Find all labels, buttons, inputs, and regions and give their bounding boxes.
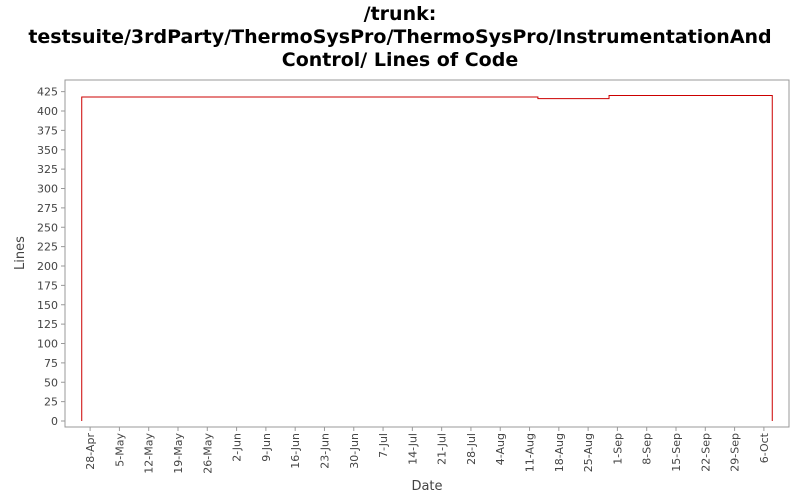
y-axis-title: Lines	[13, 236, 28, 270]
y-tick-label: 25	[44, 396, 58, 409]
x-tick-label: 1-Sep	[611, 433, 624, 465]
line	[81, 95, 773, 421]
x-tick-label: 7-Jul	[377, 433, 390, 458]
y-tick-label: 350	[37, 144, 58, 157]
chart-title: Control/ Lines of Code	[282, 49, 518, 71]
y-tick-label: 125	[37, 318, 58, 331]
y-tick-label: 150	[37, 299, 58, 312]
x-tick-label: 14-Jul	[406, 433, 419, 465]
x-axis-title: Date	[411, 479, 442, 494]
x-tick-label: 16-Jun	[289, 433, 302, 469]
x-tick-label: 5-May	[113, 433, 126, 467]
x-tick-label: 11-Aug	[524, 433, 537, 472]
x-tick-label: 18-Aug	[553, 433, 566, 472]
x-tick-label: 29-Sep	[729, 433, 742, 472]
x-tick-label: 2-Jun	[231, 433, 244, 462]
y-tick-label: 325	[37, 163, 58, 176]
chart-title: /trunk:	[364, 3, 437, 25]
y-tick-label: 300	[37, 183, 58, 196]
x-tick-label: 30-Jun	[348, 433, 361, 469]
x-tick-label: 9-Jun	[260, 433, 273, 462]
x-tick-label: 19-May	[172, 433, 185, 474]
y-tick-label: 100	[37, 338, 58, 351]
x-tick-label: 22-Sep	[699, 433, 712, 472]
x-tick-label: 6-Oct	[758, 432, 771, 463]
x-tick-label: 21-Jul	[436, 433, 449, 465]
y-tick-label: 250	[37, 221, 58, 234]
x-tick-label: 8-Sep	[641, 433, 654, 465]
chart-title: testsuite/3rdParty/ThermoSysPro/ThermoSy…	[28, 26, 771, 48]
y-tick-label: 275	[37, 202, 58, 215]
x-tick-label: 23-Jun	[318, 433, 331, 469]
x-tick-label: 15-Sep	[670, 433, 683, 472]
y-tick-label: 200	[37, 260, 58, 273]
x-tick-label: 28-Jul	[465, 433, 478, 465]
x-tick-label: 12-May	[143, 433, 156, 474]
y-tick-label: 175	[37, 279, 58, 292]
plot-area	[64, 79, 790, 428]
y-tick-label: 425	[37, 86, 58, 99]
x-tick-label: 4-Aug	[494, 433, 507, 465]
y-tick-label: 375	[37, 124, 58, 137]
y-tick-label: 225	[37, 241, 58, 254]
y-tick-label: 0	[51, 415, 58, 428]
y-tick-label: 75	[44, 357, 58, 370]
x-tick-label: 26-May	[201, 433, 214, 474]
y-tick-label: 400	[37, 105, 58, 118]
x-tick-label: 25-Aug	[582, 433, 595, 472]
x-tick-label: 28-Apr	[84, 433, 97, 470]
y-tick-label: 50	[44, 376, 58, 389]
